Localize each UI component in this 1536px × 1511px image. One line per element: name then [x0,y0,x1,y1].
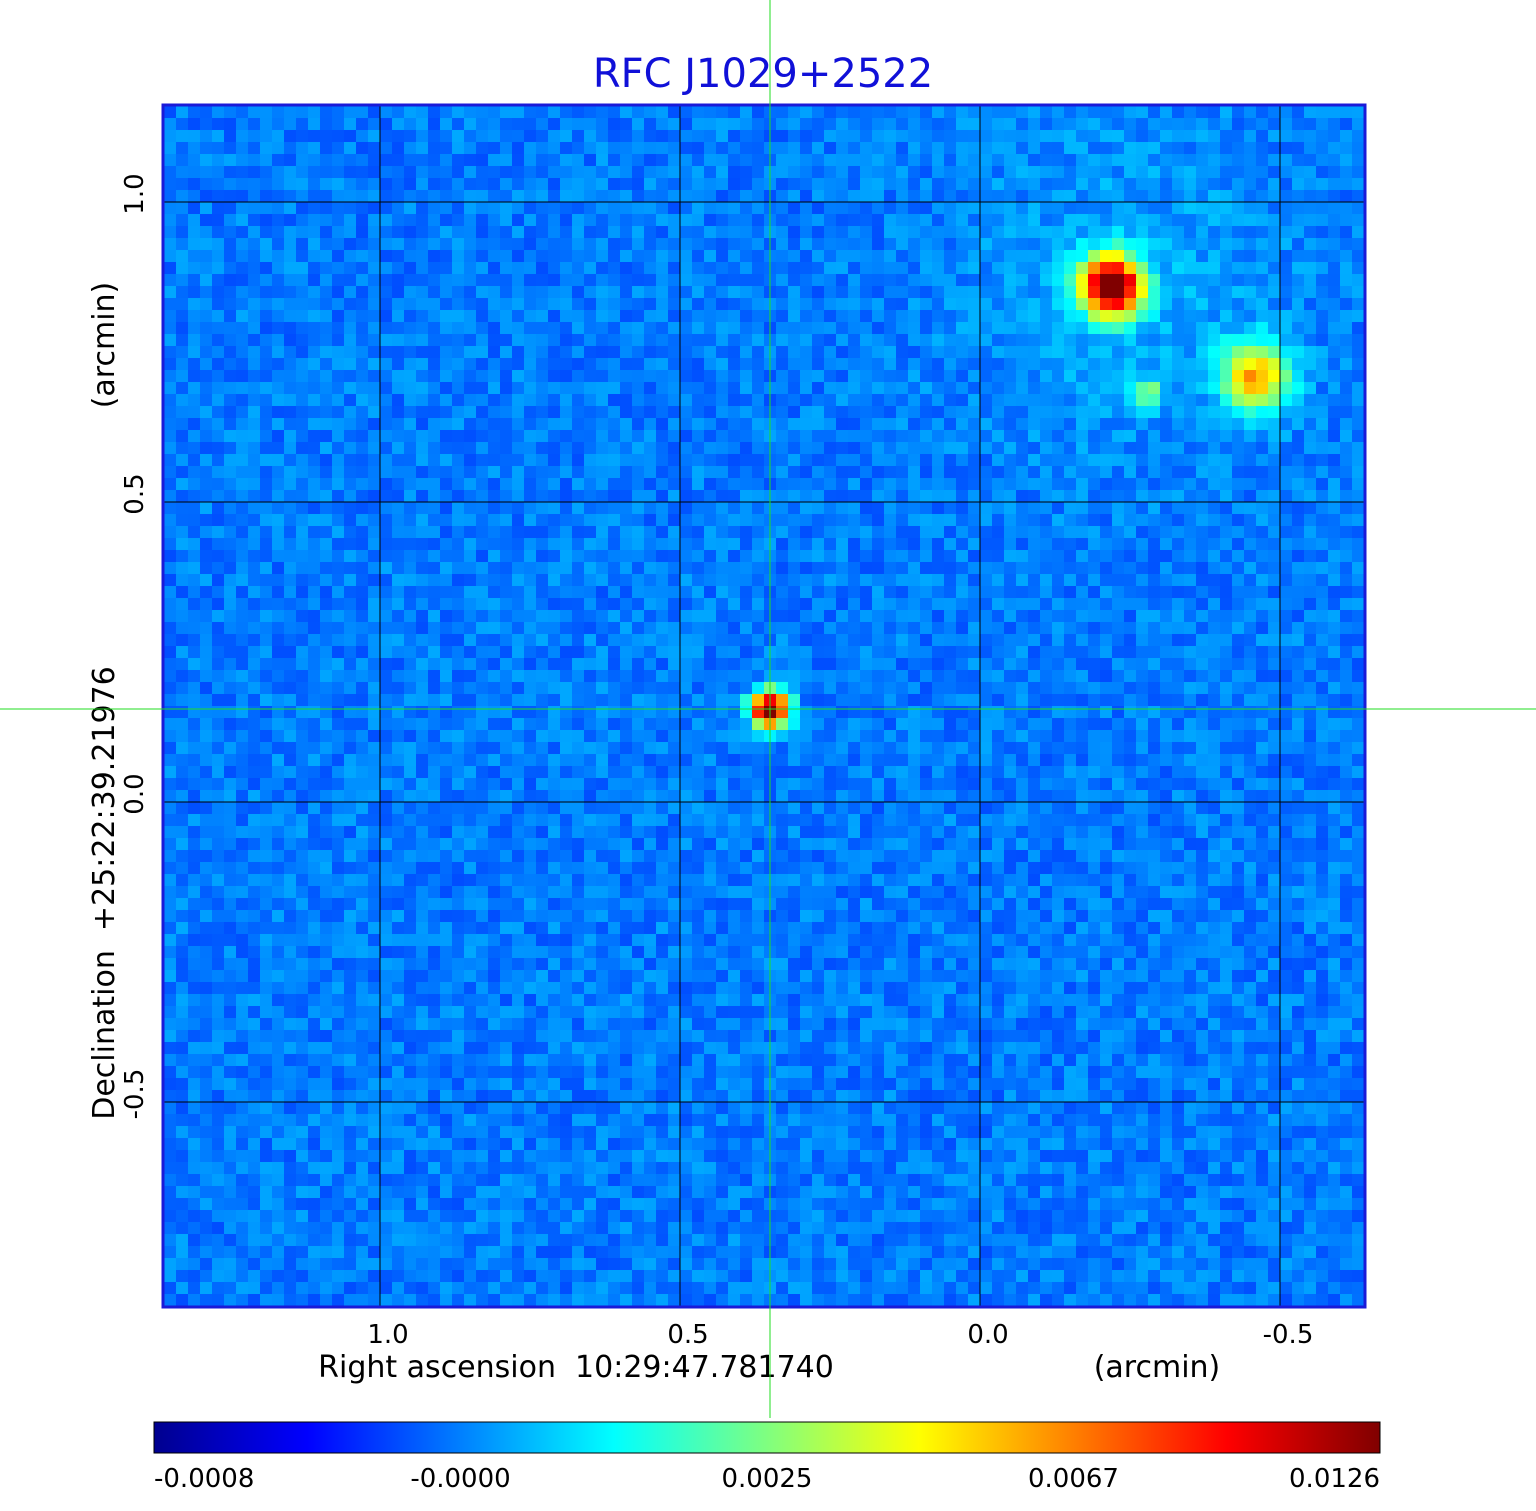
x-tick-label: 1.0 [367,1320,408,1350]
chart-title: RFC J1029+2522 [593,51,933,97]
colorbar-tick-label: 0.0126 [1289,1464,1380,1494]
x-axis-unit: (arcmin) [1094,1350,1221,1385]
y-tick-labels: 1.0 0.5 0.0 -0.5 [120,173,150,1119]
y-axis-unit: (arcmin) [87,282,122,409]
colorbar [153,1421,1381,1454]
y-tick-label: -0.5 [120,1069,150,1120]
plot-frame [161,103,1367,1309]
y-tick-label: 0.5 [120,473,150,514]
grid-lines [164,106,1364,1306]
colorbar-tick-label: 0.0067 [1028,1464,1119,1494]
x-tick-label: 0.5 [667,1320,708,1350]
colorbar-tick-label: 0.0025 [722,1464,813,1494]
y-tick-label: 0.0 [120,773,150,814]
y-axis-label: Declination +25:22:39.21976 [87,666,122,1120]
crosshair [0,0,1536,1418]
colorbar-tick-label: -0.0008 [154,1464,254,1494]
x-tick-label: 0.0 [967,1320,1008,1350]
colorbar-tick-labels: -0.0008 -0.0000 0.0025 0.0067 0.0126 [154,1464,1380,1494]
heatmap-image [164,106,1364,1306]
x-tick-label: -0.5 [1263,1320,1314,1350]
x-axis-label: Right ascension 10:29:47.781740 [318,1350,834,1385]
y-tick-label: 1.0 [120,173,150,214]
x-tick-labels: 1.0 0.5 0.0 -0.5 [367,1320,1313,1350]
colorbar-tick-label: -0.0000 [410,1464,510,1494]
